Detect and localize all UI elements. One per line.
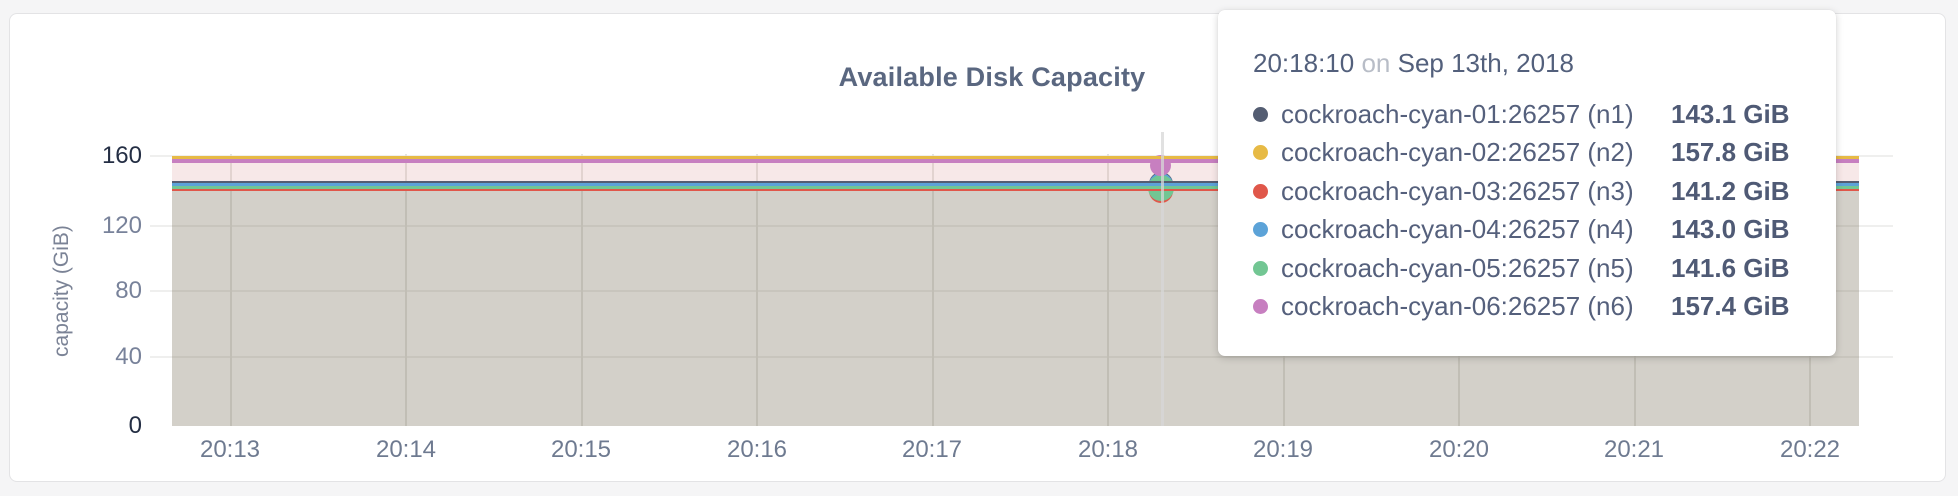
x-tick: 20:17	[901, 436, 963, 463]
gridline-v	[405, 154, 407, 426]
y-tick-0: 0	[128, 412, 142, 439]
series-dot-icon	[1253, 299, 1268, 315]
tooltip-series-value: 141.2 GiB	[1671, 175, 1790, 206]
tooltip-row: cockroach-cyan-04:26257 (n4) 143.0 GiB	[1253, 211, 1796, 250]
series-dot-icon	[1253, 222, 1268, 238]
x-tick: 20:19	[1252, 436, 1314, 463]
y-tick-120: 120	[101, 212, 142, 239]
tooltip-series-label: cockroach-cyan-05:26257 (n5)	[1281, 252, 1634, 283]
series-line-n6	[172, 159, 1859, 163]
series-dot-icon	[1253, 145, 1268, 161]
series-dot-icon	[1253, 260, 1268, 276]
gridline-v	[1107, 154, 1109, 426]
tooltip-row: cockroach-cyan-01:26257 (n1) 143.1 GiB	[1253, 95, 1796, 134]
series-line-n1	[172, 181, 1859, 184]
tooltip-series-value: 157.8 GiB	[1671, 137, 1790, 168]
tooltip-row: cockroach-cyan-02:26257 (n2) 157.8 GiB	[1253, 134, 1796, 173]
tooltip-series-value: 143.1 GiB	[1671, 98, 1790, 129]
tooltip-row: cockroach-cyan-03:26257 (n3) 141.2 GiB	[1253, 172, 1796, 211]
series-line-n2	[172, 155, 1859, 159]
x-tick: 20:15	[550, 436, 612, 463]
gridline-v	[581, 154, 583, 426]
tooltip-series-value: 157.4 GiB	[1671, 291, 1790, 322]
tooltip-series-value: 141.6 GiB	[1671, 252, 1790, 283]
series-dot-icon	[1253, 183, 1268, 199]
hover-guideline	[1161, 132, 1164, 426]
tooltip-timestamp: 20:18:10 on Sep 13th, 2018	[1253, 48, 1796, 78]
tooltip-series-label: cockroach-cyan-02:26257 (n2)	[1281, 137, 1634, 168]
tooltip-series-value: 143.0 GiB	[1671, 214, 1790, 245]
y-tick-160: 160	[101, 142, 142, 169]
gridline-v	[230, 154, 232, 426]
series-line-n5	[172, 186, 1859, 189]
x-tick: 20:20	[1428, 436, 1490, 463]
x-tick: 20:18	[1077, 436, 1139, 463]
tooltip-series-label: cockroach-cyan-01:26257 (n1)	[1281, 98, 1634, 129]
tooltip-row: cockroach-cyan-06:26257 (n6) 157.4 GiB	[1253, 288, 1796, 327]
tooltip-series-label: cockroach-cyan-04:26257 (n4)	[1281, 214, 1634, 245]
x-tick: 20:13	[199, 436, 261, 463]
chart-title: Available Disk Capacity	[838, 62, 1146, 92]
tooltip-series-label: cockroach-cyan-06:26257 (n6)	[1281, 291, 1634, 322]
series-dot-icon	[1253, 106, 1268, 122]
y-tick-80: 80	[115, 277, 142, 304]
gridline-v	[756, 154, 758, 426]
chart-tooltip: 20:18:10 on Sep 13th, 2018 cockroach-cya…	[1218, 10, 1836, 356]
tooltip-row: cockroach-cyan-05:26257 (n5) 141.6 GiB	[1253, 249, 1796, 288]
x-tick: 20:21	[1603, 436, 1665, 463]
tooltip-series-label: cockroach-cyan-03:26257 (n3)	[1281, 175, 1634, 206]
x-tick: 20:16	[726, 436, 788, 463]
series-line-n4	[172, 183, 1859, 186]
series-line-n3	[172, 188, 1859, 191]
tooltip-date: Sep 13th, 2018	[1397, 48, 1574, 78]
gridline-v	[932, 154, 934, 426]
gridline-h-80	[150, 290, 1893, 292]
x-tick: 20:22	[1779, 436, 1841, 463]
tooltip-time: 20:18:10	[1253, 48, 1355, 78]
y-tick-40: 40	[115, 343, 142, 370]
tooltip-conjunction: on	[1361, 48, 1391, 78]
x-tick: 20:14	[375, 436, 437, 463]
gridline-h-120	[150, 225, 1893, 227]
gridline-h-40	[150, 356, 1893, 358]
